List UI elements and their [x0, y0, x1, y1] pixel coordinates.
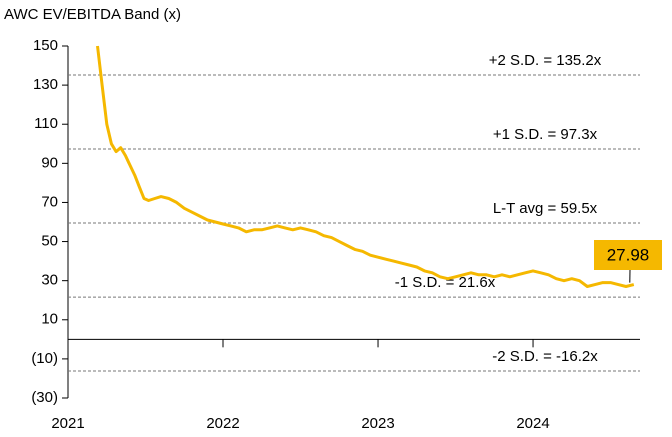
- reference-label: +2 S.D. = 135.2x: [489, 52, 602, 69]
- x-tick-label: 2021: [51, 415, 84, 432]
- reference-label: L-T avg = 59.5x: [493, 200, 598, 217]
- x-tick-label: 2024: [516, 415, 549, 432]
- x-tick-label: 2023: [361, 415, 394, 432]
- y-tick-label: 70: [41, 193, 58, 210]
- data-line: [96, 45, 635, 288]
- y-tick-label: 30: [41, 272, 58, 289]
- chart-title: AWC EV/EBITDA Band (x): [4, 6, 181, 23]
- y-tick-label: (10): [31, 350, 58, 367]
- reference-label: +1 S.D. = 97.3x: [493, 126, 598, 143]
- callout-box: [594, 240, 662, 270]
- x-tick-label: 2022: [206, 415, 239, 432]
- y-tick-label: 150: [33, 37, 58, 54]
- y-tick-label: (30): [31, 389, 58, 406]
- y-tick-label: 130: [33, 76, 58, 93]
- y-tick-label: 10: [41, 311, 58, 328]
- y-tick-label: 110: [34, 115, 58, 132]
- reference-label: -1 S.D. = 21.6x: [395, 274, 496, 291]
- callout-label: 27.98: [607, 245, 650, 264]
- y-tick-label: 50: [41, 233, 58, 250]
- y-tick-label: 90: [41, 154, 58, 171]
- reference-label: -2 S.D. = -16.2x: [492, 348, 598, 365]
